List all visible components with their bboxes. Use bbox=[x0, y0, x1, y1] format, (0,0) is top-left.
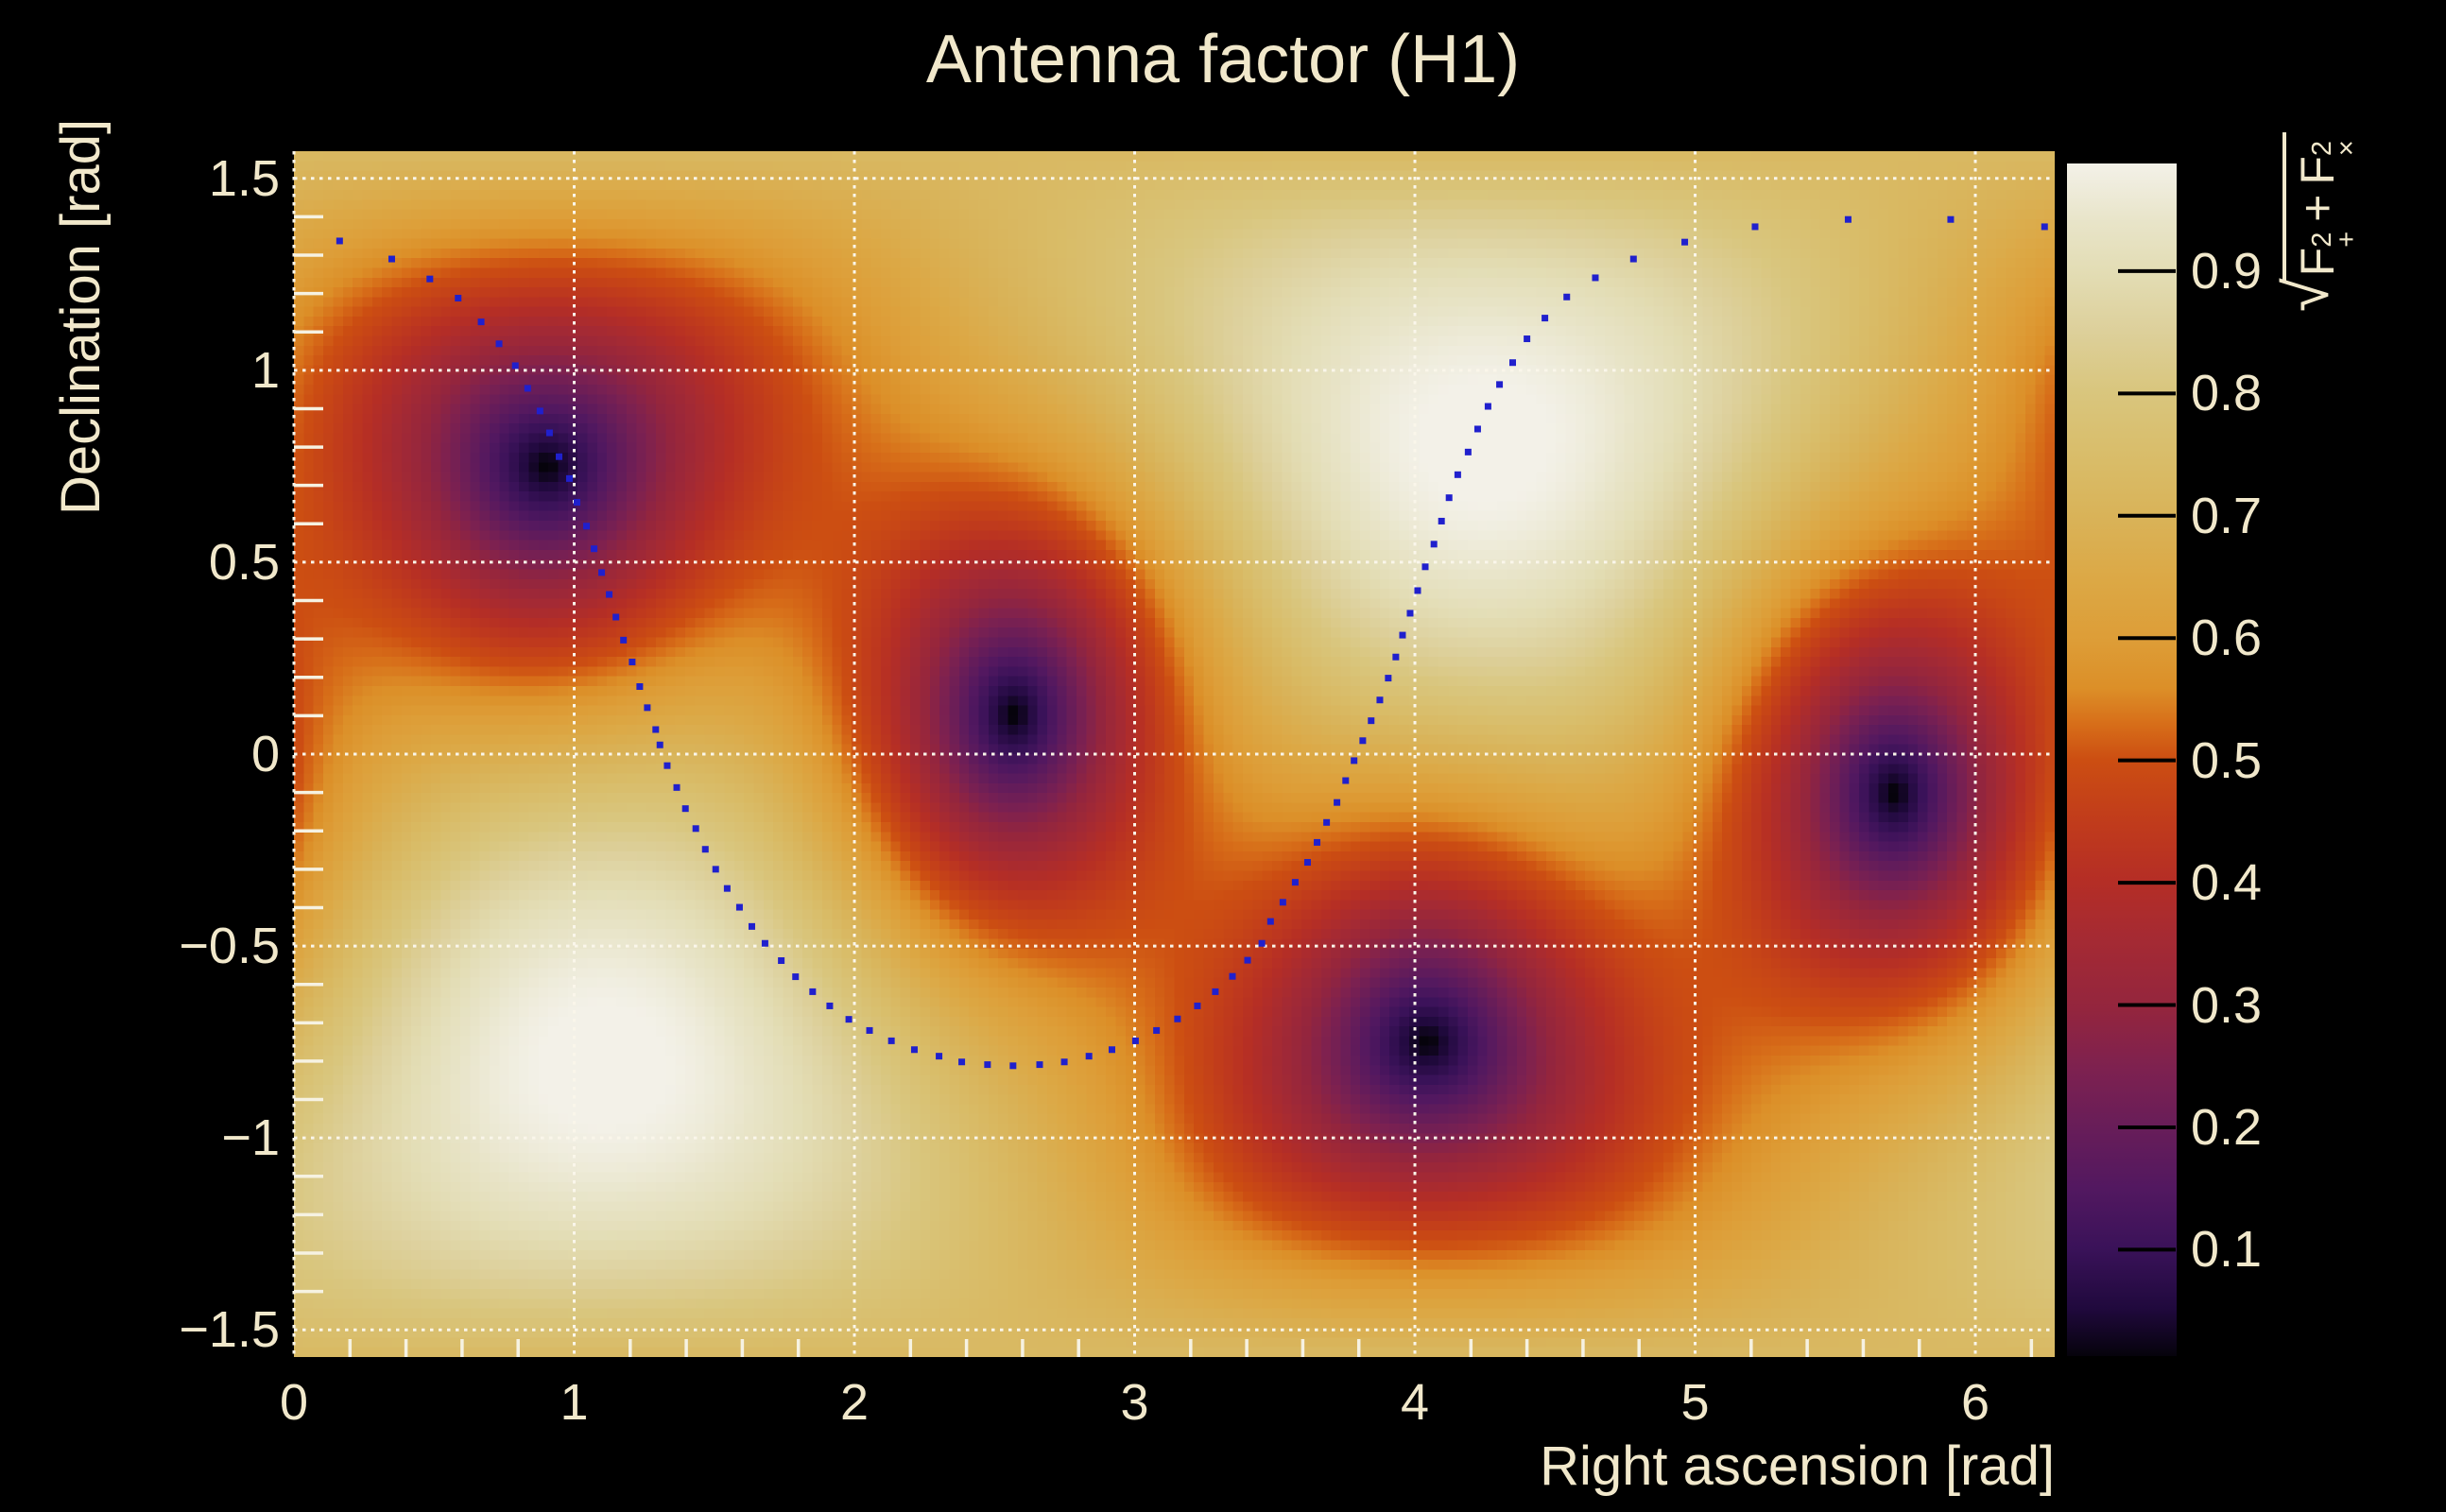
tick-label: 5 bbox=[1680, 1374, 1710, 1431]
antenna-pattern-heatmap bbox=[294, 151, 2055, 1357]
tick-label: 4 bbox=[1400, 1374, 1430, 1431]
tick-label: 6 bbox=[1961, 1374, 1990, 1431]
fplus-sup: 2 bbox=[2306, 232, 2337, 248]
fcross-sup: 2 bbox=[2306, 140, 2337, 157]
plus-operator: + bbox=[2291, 194, 2344, 222]
fplus-sub: + bbox=[2331, 231, 2362, 248]
fplus-base: F bbox=[2291, 247, 2344, 277]
tick-label: 0 bbox=[250, 726, 280, 782]
page-title: Antenna factor (H1) bbox=[925, 22, 1521, 97]
tick-label: 0.7 bbox=[2191, 487, 2263, 544]
tick-label: 0.9 bbox=[2191, 242, 2263, 300]
fplus-scripts: 2 + bbox=[2306, 231, 2362, 248]
tick-label: 0.5 bbox=[2191, 731, 2263, 789]
tick-label: −1.5 bbox=[179, 1301, 280, 1359]
tick-label: 0.2 bbox=[2191, 1098, 2263, 1156]
fcross-scripts: 2 × bbox=[2306, 140, 2362, 157]
tick-label: 2 bbox=[839, 1374, 870, 1431]
tick-label: 1.5 bbox=[208, 149, 280, 207]
x-axis-title: Right ascension [rad] bbox=[1540, 1435, 2055, 1497]
tick-label: 1 bbox=[250, 341, 280, 399]
tick-label: 0.3 bbox=[2191, 976, 2263, 1034]
tick-label: 0.4 bbox=[2191, 854, 2263, 912]
tick-label: 0.6 bbox=[2191, 610, 2263, 667]
sqrt-radical-icon: √ bbox=[2272, 278, 2341, 312]
tick-label: −1 bbox=[221, 1109, 280, 1167]
y-axis-title: Declination [rad] bbox=[50, 118, 112, 515]
tick-label: 1 bbox=[560, 1374, 589, 1431]
tick-label: 3 bbox=[1120, 1374, 1149, 1431]
colorbar-gradient bbox=[2067, 163, 2177, 1356]
fcross-sub: × bbox=[2331, 140, 2362, 157]
z-title-formula: F 2 + +F 2 × bbox=[2282, 132, 2362, 283]
tick-label: 0 bbox=[279, 1374, 309, 1431]
colorbar-axis-title: √ F 2 + +F 2 × bbox=[2272, 132, 2362, 312]
tick-label: 0.1 bbox=[2191, 1221, 2263, 1279]
fcross-base: F bbox=[2291, 156, 2344, 185]
tick-label: 0.8 bbox=[2191, 365, 2263, 422]
tick-label: −0.5 bbox=[179, 918, 280, 975]
tick-label: 0.5 bbox=[208, 533, 280, 591]
